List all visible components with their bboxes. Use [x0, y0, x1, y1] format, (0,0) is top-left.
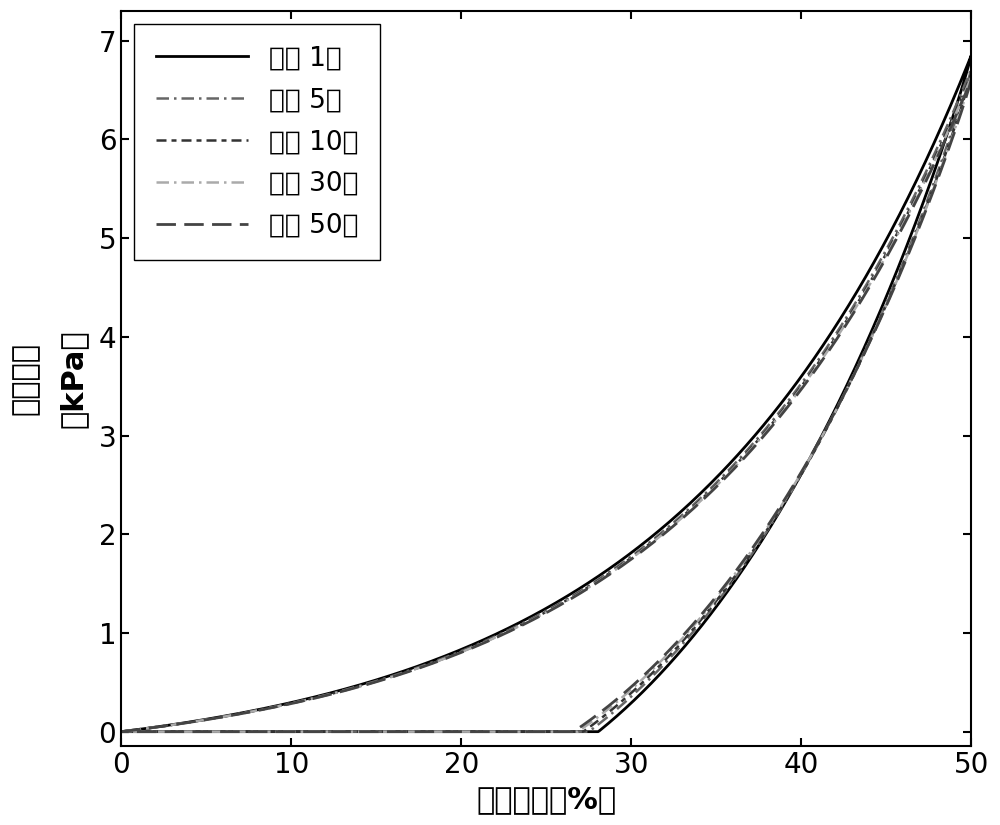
循环 5次 [289, 697, 301, 707]
循环 5次 [647, 671, 659, 681]
循环 50次 [965, 75, 977, 85]
循环 1次 [647, 676, 659, 686]
循环 1次 [803, 361, 815, 370]
循环 10次 [647, 667, 659, 677]
循环 1次 [865, 263, 877, 273]
循环 30次 [647, 664, 659, 674]
Legend: 循环 1次, 循环 5次, 循环 10次, 循环 30次, 循环 50次: 循环 1次, 循环 5次, 循环 10次, 循环 30次, 循环 50次 [134, 24, 380, 260]
循环 30次 [865, 278, 877, 288]
循环 30次 [115, 727, 127, 737]
循环 5次 [115, 727, 127, 737]
Line: 循环 10次: 循环 10次 [121, 74, 971, 732]
循环 5次 [865, 272, 877, 282]
循环 10次 [458, 727, 470, 737]
Line: 循环 1次: 循环 1次 [121, 55, 971, 732]
循环 5次 [488, 727, 500, 737]
循环 1次 [458, 727, 470, 737]
循环 50次 [289, 698, 301, 708]
循环 10次 [865, 276, 877, 286]
循环 1次 [488, 727, 500, 737]
循环 10次 [115, 727, 127, 737]
循环 50次 [803, 374, 815, 384]
循环 50次 [865, 280, 877, 290]
循环 30次 [965, 73, 977, 82]
循环 5次 [965, 64, 977, 74]
循环 10次 [965, 69, 977, 79]
循环 1次 [115, 727, 127, 737]
循环 50次 [458, 727, 470, 737]
循环 5次 [803, 367, 815, 377]
循环 50次 [115, 727, 127, 737]
循环 50次 [488, 727, 500, 737]
循环 5次 [115, 727, 127, 737]
循环 1次 [965, 50, 977, 60]
循环 30次 [289, 698, 301, 708]
循环 50次 [115, 727, 127, 737]
循环 1次 [289, 697, 301, 707]
循环 10次 [289, 698, 301, 708]
Line: 循环 5次: 循环 5次 [121, 69, 971, 732]
X-axis label: 压缩应变（%）: 压缩应变（%） [476, 785, 616, 814]
循环 5次 [458, 727, 470, 737]
Line: 循环 30次: 循环 30次 [121, 78, 971, 732]
Y-axis label: 压缩应力
（kPa）: 压缩应力 （kPa） [11, 329, 88, 428]
循环 50次 [647, 662, 659, 672]
循环 30次 [488, 727, 500, 737]
循环 10次 [803, 370, 815, 380]
循环 10次 [115, 727, 127, 737]
Line: 循环 50次: 循环 50次 [121, 80, 971, 732]
循环 30次 [803, 372, 815, 382]
循环 30次 [458, 727, 470, 737]
循环 1次 [115, 727, 127, 737]
循环 10次 [488, 727, 500, 737]
循环 30次 [115, 727, 127, 737]
